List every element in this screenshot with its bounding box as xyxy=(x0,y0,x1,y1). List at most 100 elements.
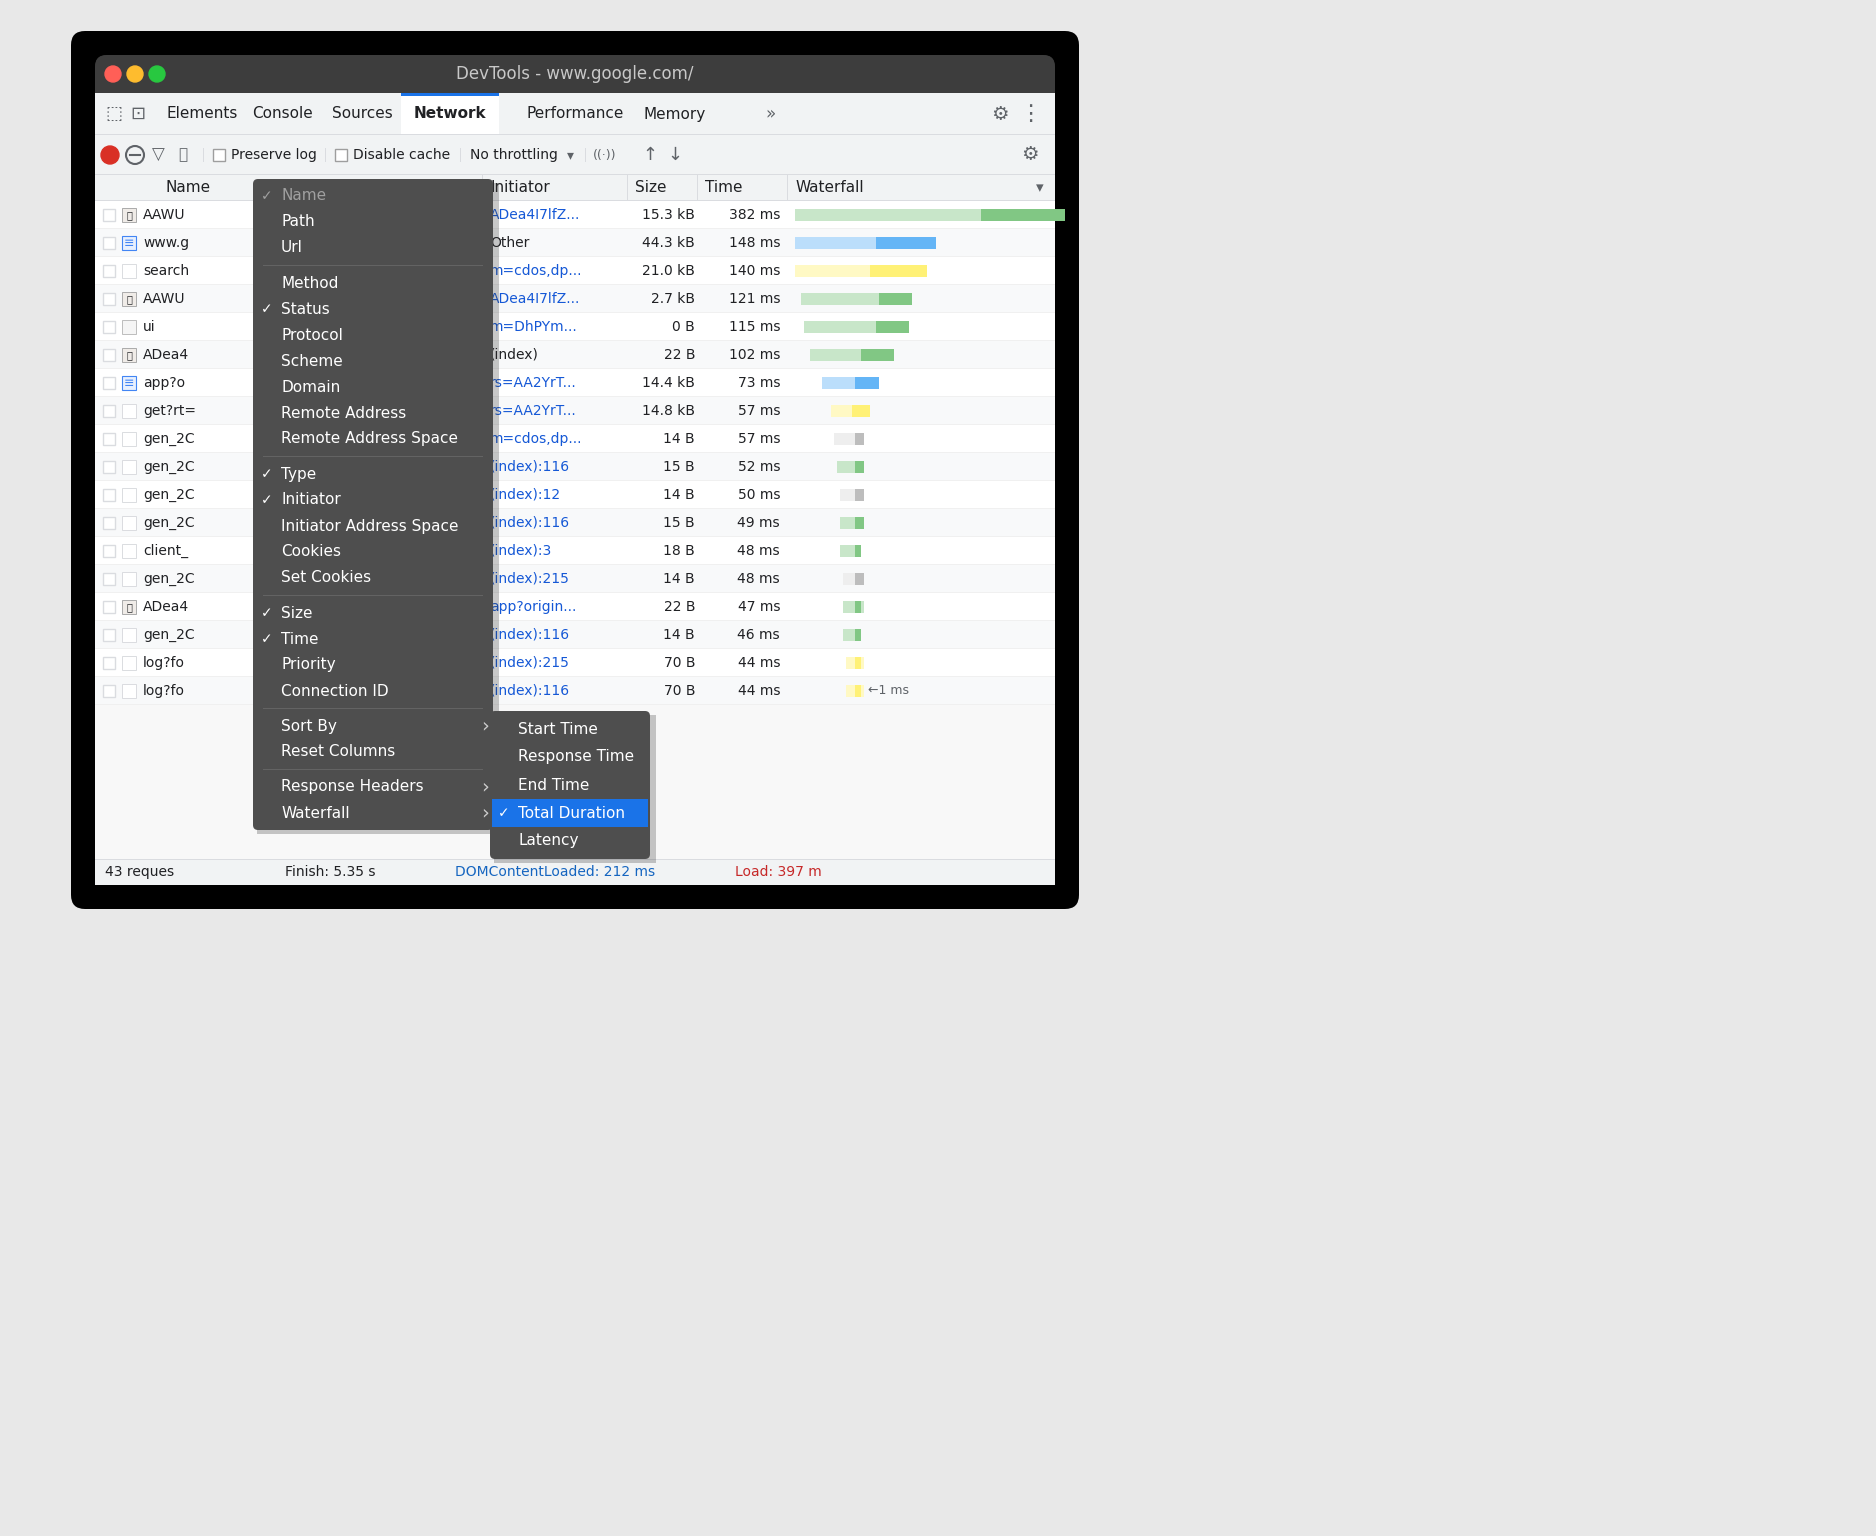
Bar xyxy=(122,292,135,306)
Text: Initiator: Initiator xyxy=(281,493,341,507)
Bar xyxy=(103,406,114,416)
Bar xyxy=(96,369,1054,396)
Text: Connection ID: Connection ID xyxy=(281,684,388,699)
Text: gen_2C: gen_2C xyxy=(143,628,195,642)
Bar xyxy=(103,376,114,389)
Text: 44 ms: 44 ms xyxy=(737,684,780,697)
Circle shape xyxy=(128,66,143,81)
Text: 👤: 👤 xyxy=(126,350,131,359)
Bar xyxy=(855,488,865,501)
Text: rs=AA2YrT...: rs=AA2YrT... xyxy=(490,376,576,390)
Bar xyxy=(96,453,1054,481)
Text: 14.4 kB: 14.4 kB xyxy=(642,376,694,390)
Text: Domain: Domain xyxy=(281,379,340,395)
Text: Disable cache: Disable cache xyxy=(353,147,450,161)
Text: Initiator Address Space: Initiator Address Space xyxy=(281,519,458,533)
Text: Sources: Sources xyxy=(332,106,392,121)
Bar xyxy=(855,657,861,670)
Bar xyxy=(831,406,870,416)
Bar xyxy=(855,376,880,389)
Bar xyxy=(122,432,135,445)
Text: 47 ms: 47 ms xyxy=(737,601,780,614)
Text: ▾: ▾ xyxy=(567,147,574,161)
Bar xyxy=(103,321,114,333)
FancyBboxPatch shape xyxy=(88,49,1062,891)
Text: 15.3 kB: 15.3 kB xyxy=(642,207,694,223)
Bar xyxy=(103,293,114,306)
Text: 57 ms: 57 ms xyxy=(737,432,780,445)
Text: log?fo: log?fo xyxy=(143,684,186,697)
Text: DevTools - www.google.com/: DevTools - www.google.com/ xyxy=(456,65,694,83)
Bar xyxy=(103,518,114,528)
Bar xyxy=(257,183,499,834)
Text: 48 ms: 48 ms xyxy=(737,544,780,558)
Bar xyxy=(103,266,114,276)
Text: ✓: ✓ xyxy=(261,467,272,481)
Text: ›: › xyxy=(480,716,490,736)
Text: ←1 ms: ←1 ms xyxy=(869,685,910,697)
Bar xyxy=(103,601,114,613)
Text: ✓: ✓ xyxy=(261,607,272,621)
FancyBboxPatch shape xyxy=(75,35,1075,905)
Text: No throttling: No throttling xyxy=(471,147,557,161)
Bar xyxy=(96,175,1054,201)
Text: (index):116: (index):116 xyxy=(490,684,570,697)
Bar xyxy=(855,461,865,473)
Bar xyxy=(855,433,865,445)
Text: 14 B: 14 B xyxy=(664,628,694,642)
Bar xyxy=(96,650,1054,677)
Text: 115 ms: 115 ms xyxy=(728,319,780,333)
Bar xyxy=(103,488,114,501)
Bar xyxy=(842,630,861,641)
FancyBboxPatch shape xyxy=(71,31,1079,909)
Text: Response Time: Response Time xyxy=(518,750,634,765)
Bar xyxy=(837,461,865,473)
FancyBboxPatch shape xyxy=(84,45,1066,895)
Bar xyxy=(103,573,114,585)
Text: (index):116: (index):116 xyxy=(490,459,570,475)
Text: ▾: ▾ xyxy=(1036,181,1043,195)
Bar xyxy=(96,341,1054,369)
Bar xyxy=(493,714,657,863)
Bar xyxy=(96,229,1054,257)
Bar xyxy=(842,601,865,613)
Bar xyxy=(96,94,1054,885)
Text: m=DhPYm...: m=DhPYm... xyxy=(490,319,578,333)
Bar xyxy=(122,571,135,587)
Bar xyxy=(96,201,1054,229)
Text: Url: Url xyxy=(281,241,302,255)
Bar xyxy=(103,349,114,361)
Bar xyxy=(880,293,912,306)
Bar xyxy=(981,209,1066,221)
Text: Type: Type xyxy=(281,467,317,481)
Text: Path: Path xyxy=(281,215,315,229)
Circle shape xyxy=(148,66,165,81)
Text: ((·)): ((·)) xyxy=(593,149,617,161)
Text: End Time: End Time xyxy=(518,777,589,793)
Text: AAWU: AAWU xyxy=(143,292,186,306)
FancyBboxPatch shape xyxy=(86,48,1064,892)
Bar xyxy=(870,266,927,276)
Bar xyxy=(96,593,1054,621)
Text: Cookies: Cookies xyxy=(281,544,341,559)
Text: Time: Time xyxy=(281,631,319,647)
Bar xyxy=(96,313,1054,341)
Bar xyxy=(810,349,895,361)
Bar xyxy=(122,404,135,418)
Text: Name: Name xyxy=(165,181,210,195)
Bar xyxy=(103,209,114,221)
Text: 👤: 👤 xyxy=(126,602,131,611)
Text: Memory: Memory xyxy=(643,106,705,121)
Bar xyxy=(96,859,1054,885)
Text: Waterfall: Waterfall xyxy=(281,805,349,820)
Bar xyxy=(840,518,865,528)
Text: Name: Name xyxy=(281,189,326,203)
Text: ›: › xyxy=(480,777,490,797)
Text: 70 B: 70 B xyxy=(664,684,694,697)
Bar xyxy=(103,461,114,473)
Text: (index):116: (index):116 xyxy=(490,516,570,530)
Bar xyxy=(96,425,1054,453)
Bar xyxy=(846,685,865,697)
Bar xyxy=(122,516,135,530)
Text: 22 B: 22 B xyxy=(664,601,694,614)
